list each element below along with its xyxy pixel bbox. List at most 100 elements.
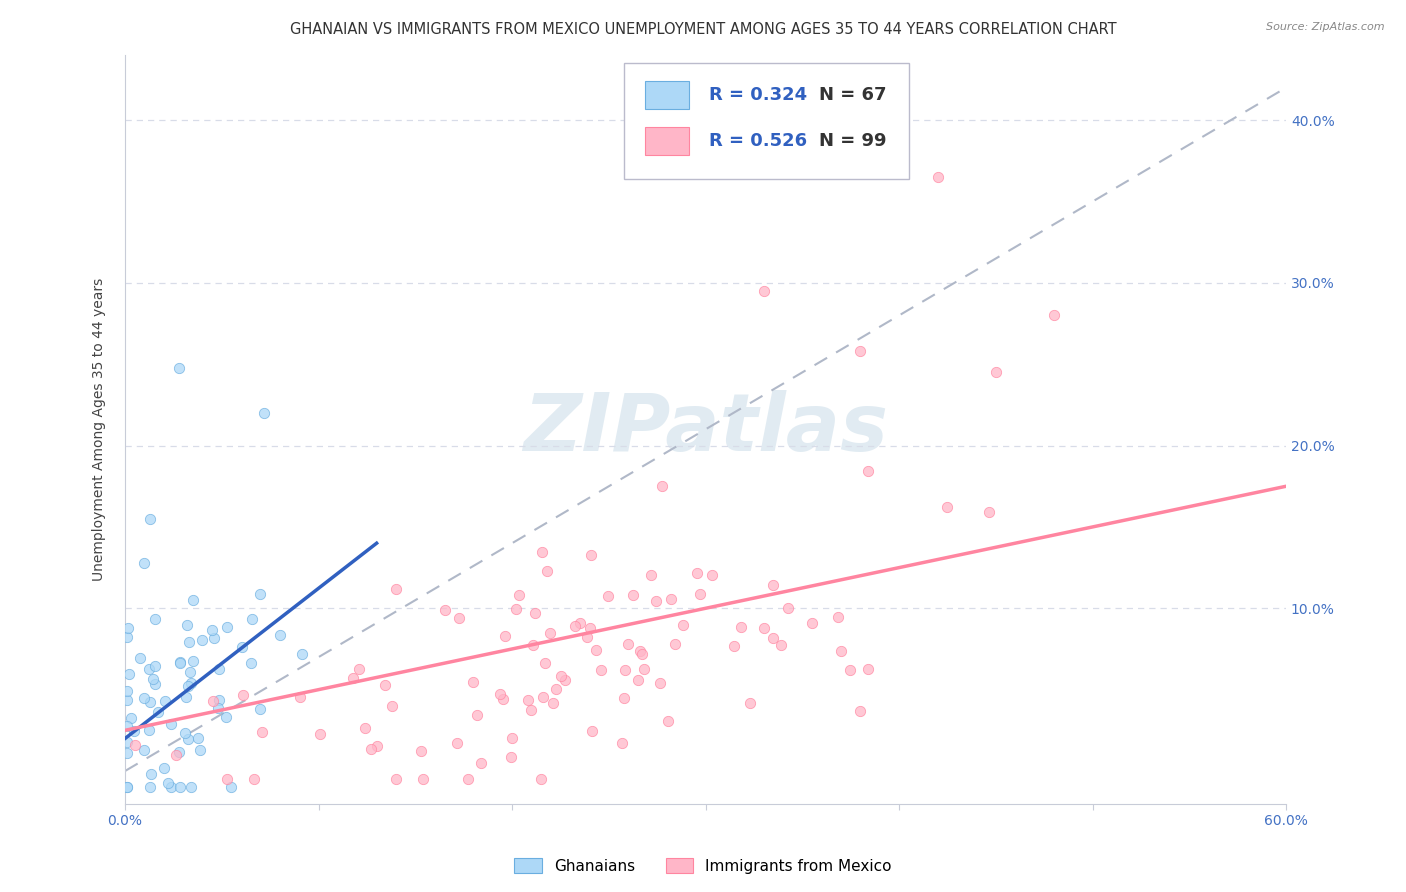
- Point: [533, 656, 555, 670]
- Point: [347, 661, 370, 675]
- Point: [239, 657, 262, 671]
- Legend: Ghanaians, Immigrants from Mexico: Ghanaians, Immigrants from Mexico: [508, 852, 898, 880]
- Point: [640, 567, 662, 582]
- Point: [856, 464, 879, 478]
- Point: [827, 610, 849, 624]
- Point: [633, 662, 655, 676]
- Point: [830, 644, 852, 658]
- Point: [494, 629, 516, 643]
- Point: [569, 615, 592, 630]
- Point: [614, 664, 637, 678]
- Point: [179, 665, 201, 680]
- Point: [360, 742, 382, 756]
- Point: [143, 677, 166, 691]
- Point: [581, 723, 603, 738]
- Point: [169, 656, 191, 670]
- Point: [501, 731, 523, 745]
- Point: [374, 678, 396, 692]
- Point: [291, 647, 314, 661]
- Point: [627, 673, 650, 688]
- Point: [142, 672, 165, 686]
- Point: [176, 690, 198, 705]
- Point: [215, 772, 238, 786]
- Point: [138, 662, 160, 676]
- Point: [231, 640, 253, 655]
- Point: [977, 506, 1000, 520]
- Point: [353, 721, 375, 735]
- Point: [115, 684, 138, 698]
- Point: [446, 736, 468, 750]
- Point: [139, 512, 162, 526]
- Point: [179, 635, 201, 649]
- Point: [499, 749, 522, 764]
- Point: [762, 632, 785, 646]
- Point: [576, 630, 599, 644]
- Point: [457, 772, 479, 786]
- Point: [156, 776, 179, 790]
- Point: [180, 676, 202, 690]
- Point: [927, 170, 949, 185]
- Point: [253, 406, 276, 420]
- Point: [409, 744, 432, 758]
- Point: [858, 661, 880, 675]
- Point: [447, 611, 470, 625]
- Point: [849, 704, 872, 718]
- Point: [145, 659, 167, 673]
- Point: [180, 780, 202, 795]
- Point: [249, 587, 271, 601]
- Point: [288, 690, 311, 704]
- Point: [165, 747, 187, 762]
- Point: [762, 577, 785, 591]
- Point: [664, 637, 686, 651]
- Point: [617, 637, 640, 651]
- Point: [610, 736, 633, 750]
- Point: [651, 479, 673, 493]
- Point: [153, 693, 176, 707]
- Point: [240, 611, 263, 625]
- Point: [984, 365, 1007, 379]
- Point: [141, 767, 163, 781]
- Point: [177, 679, 200, 693]
- Point: [385, 582, 408, 596]
- Point: [176, 618, 198, 632]
- Point: [191, 633, 214, 648]
- Point: [115, 780, 138, 795]
- Text: R = 0.526: R = 0.526: [709, 132, 807, 150]
- Point: [412, 772, 434, 786]
- Point: [169, 780, 191, 795]
- Point: [169, 655, 191, 669]
- Point: [936, 500, 959, 515]
- Point: [628, 644, 651, 658]
- Point: [596, 589, 619, 603]
- Point: [249, 702, 271, 716]
- Point: [467, 707, 489, 722]
- Point: [689, 587, 711, 601]
- Point: [202, 694, 225, 708]
- Point: [167, 360, 190, 375]
- Point: [115, 693, 138, 707]
- Point: [138, 723, 160, 737]
- Point: [188, 743, 211, 757]
- Point: [181, 593, 204, 607]
- Point: [115, 780, 138, 795]
- Point: [243, 772, 266, 786]
- Point: [752, 284, 775, 298]
- Point: [492, 691, 515, 706]
- Point: [115, 746, 138, 760]
- Point: [752, 621, 775, 635]
- Point: [215, 710, 238, 724]
- Text: Source: ZipAtlas.com: Source: ZipAtlas.com: [1267, 22, 1385, 32]
- Point: [143, 612, 166, 626]
- Point: [672, 617, 695, 632]
- Text: GHANAIAN VS IMMIGRANTS FROM MEXICO UNEMPLOYMENT AMONG AGES 35 TO 44 YEARS CORREL: GHANAIAN VS IMMIGRANTS FROM MEXICO UNEMP…: [290, 22, 1116, 37]
- Point: [550, 669, 572, 683]
- Point: [579, 621, 602, 635]
- Point: [544, 682, 567, 697]
- Point: [776, 601, 799, 615]
- Point: [644, 593, 666, 607]
- Bar: [645, 80, 689, 109]
- Point: [208, 662, 231, 676]
- Point: [342, 671, 364, 685]
- Point: [659, 591, 682, 606]
- Point: [516, 692, 538, 706]
